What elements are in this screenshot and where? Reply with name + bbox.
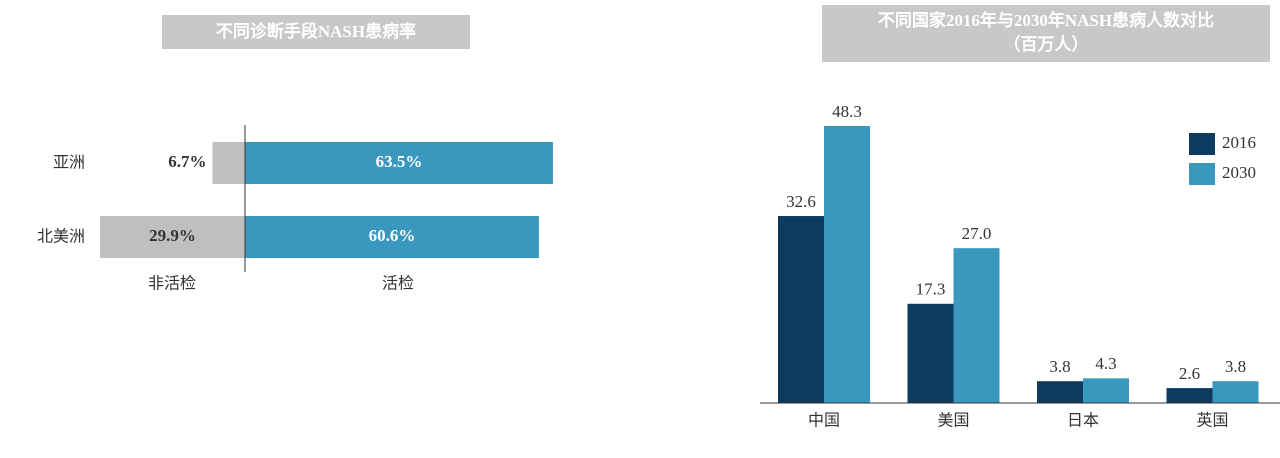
value-label: 2.6 xyxy=(1179,364,1200,383)
value-label: 29.9% xyxy=(149,226,196,245)
series-label: 活检 xyxy=(382,274,414,293)
bar xyxy=(1083,378,1129,403)
value-label: 4.3 xyxy=(1095,354,1116,373)
bar xyxy=(778,216,824,403)
x-tick-label: 中国 xyxy=(808,411,840,430)
value-label: 3.8 xyxy=(1225,357,1246,376)
category-label: 亚洲 xyxy=(53,153,85,172)
legend-label: 2016 xyxy=(1222,133,1256,152)
bar xyxy=(824,126,870,403)
bar xyxy=(907,303,954,403)
value-label: 32.6 xyxy=(786,192,816,211)
value-label: 27.0 xyxy=(962,224,992,243)
bar xyxy=(1166,388,1213,403)
legend-swatch xyxy=(1189,163,1215,185)
bar xyxy=(1212,381,1259,403)
series-label: 非活检 xyxy=(148,274,196,293)
bar xyxy=(1037,381,1083,403)
value-label: 60.6% xyxy=(369,226,416,245)
title-box xyxy=(162,15,470,49)
x-tick-label: 英国 xyxy=(1196,411,1228,430)
value-label: 3.8 xyxy=(1049,357,1070,376)
bar xyxy=(245,142,553,184)
chart-title: 不同诊断手段NASH患病率 xyxy=(216,21,416,41)
bar xyxy=(212,142,245,184)
x-tick-label: 日本 xyxy=(1067,411,1099,430)
category-label: 北美洲 xyxy=(37,227,85,246)
legend-label: 2030 xyxy=(1222,163,1256,182)
bar xyxy=(953,248,1000,403)
x-tick-label: 美国 xyxy=(937,411,969,430)
value-label: 48.3 xyxy=(832,102,862,121)
value-label: 17.3 xyxy=(916,280,946,299)
chart-subtitle: （百万人） xyxy=(1004,34,1089,54)
chart-title: 不同国家2016年与2030年NASH患病人数对比 xyxy=(878,10,1214,30)
bar xyxy=(245,216,539,258)
value-label: 63.5% xyxy=(376,152,423,171)
bar xyxy=(99,216,245,258)
value-label: 6.7% xyxy=(168,152,206,171)
legend-swatch xyxy=(1189,133,1215,155)
title-box xyxy=(822,5,1270,62)
